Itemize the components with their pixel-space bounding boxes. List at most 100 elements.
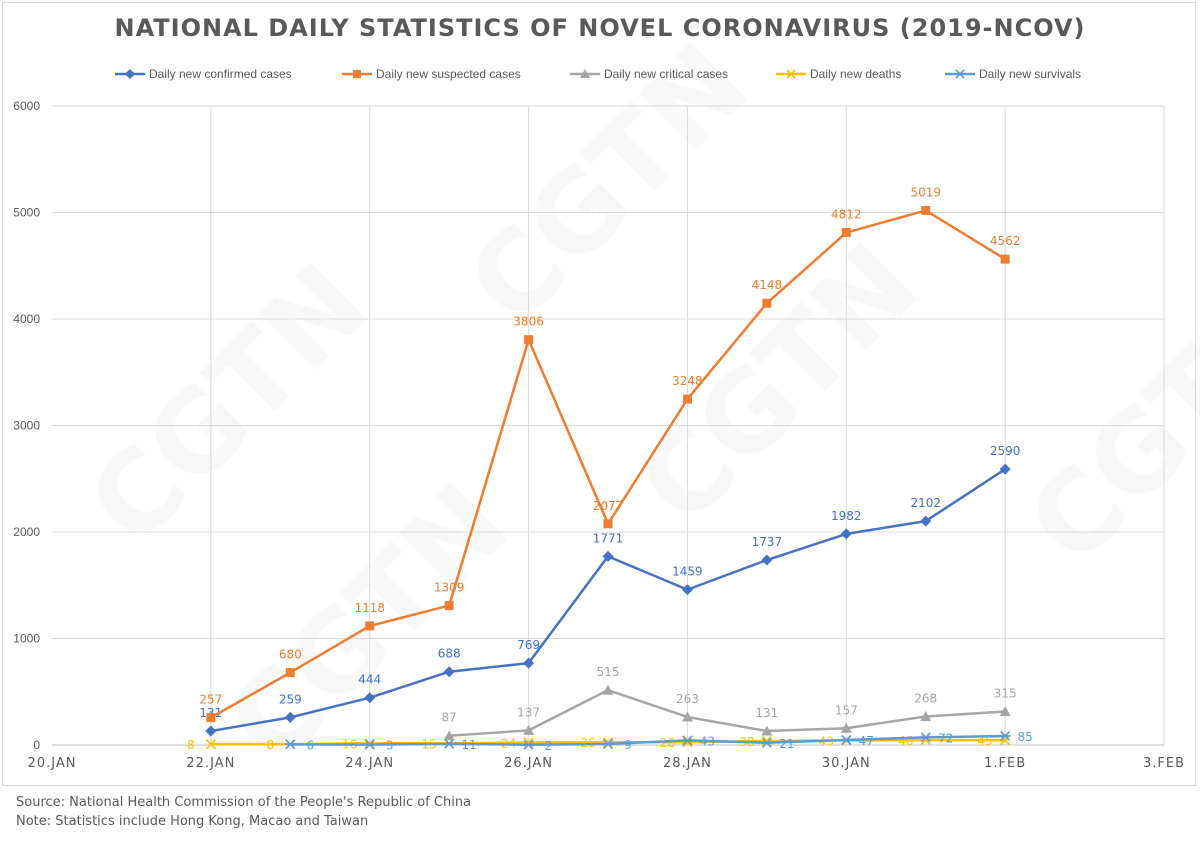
x-tick-label: 22.JAN <box>186 756 235 771</box>
data-label: 1459 <box>672 565 703 579</box>
data-label: 72 <box>938 731 953 745</box>
data-point <box>761 554 773 566</box>
y-tick-label: 0 <box>33 738 40 752</box>
source-note: Source: National Health Commission of th… <box>16 795 472 810</box>
data-label: 157 <box>835 703 858 717</box>
data-label: 4148 <box>752 278 783 292</box>
y-tick-label: 6000 <box>13 99 40 113</box>
chart-frame <box>2 2 1196 786</box>
data-point <box>444 601 454 611</box>
data-label: 2 <box>545 739 553 753</box>
data-point <box>603 519 613 529</box>
data-label: 8 <box>266 738 274 752</box>
legend-label: Daily new suspected cases <box>376 67 521 81</box>
data-point <box>786 69 796 79</box>
data-label: 8 <box>187 738 195 752</box>
data-point <box>840 722 852 733</box>
data-point <box>841 228 851 238</box>
data-label: 257 <box>199 693 222 707</box>
data-point <box>955 69 965 79</box>
data-label: 5019 <box>910 185 941 199</box>
data-label: 26 <box>660 736 675 750</box>
legend-label: Daily new critical cases <box>604 67 728 81</box>
data-point <box>602 550 614 562</box>
data-point <box>761 737 773 748</box>
data-label: 43 <box>700 734 715 748</box>
data-point <box>523 724 535 735</box>
data-point <box>762 298 772 308</box>
data-point <box>920 732 932 743</box>
series-line <box>210 209 1006 719</box>
data-label: 769 <box>517 638 540 652</box>
data-point <box>920 710 932 721</box>
data-point <box>443 738 455 749</box>
data-point <box>602 738 614 750</box>
data-point <box>284 739 296 750</box>
chart-title: NATIONAL DAILY STATISTICS OF NOVEL CORON… <box>114 14 1086 42</box>
data-point <box>205 739 216 750</box>
data-label: 444 <box>358 673 381 687</box>
data-label: 45 <box>978 734 993 748</box>
data-label: 4562 <box>990 234 1021 248</box>
data-point <box>682 394 692 404</box>
data-point <box>524 335 534 345</box>
series-line <box>449 688 1006 737</box>
data-point <box>364 739 376 750</box>
data-point <box>682 737 693 748</box>
data-point <box>353 70 361 78</box>
data-label: 3 <box>386 739 394 753</box>
data-point <box>920 515 932 527</box>
data-point <box>364 692 376 704</box>
data-label: 1771 <box>593 531 624 545</box>
y-tick-label: 1000 <box>13 632 40 646</box>
data-point <box>580 69 590 78</box>
legend-label: Daily new survivals <box>979 67 1081 81</box>
data-point <box>840 528 852 540</box>
x-tick-label: 24.JAN <box>345 756 394 771</box>
data-point <box>921 205 931 215</box>
data-label: 137 <box>517 705 540 719</box>
data-point <box>523 739 535 750</box>
data-label: 11 <box>462 738 477 752</box>
data-point <box>364 738 375 749</box>
y-tick-label: 4000 <box>13 312 40 326</box>
data-point <box>206 713 216 723</box>
data-point <box>999 730 1011 742</box>
data-label: 263 <box>676 692 699 706</box>
data-label: 1309 <box>434 581 465 595</box>
data-label: 131 <box>199 706 222 720</box>
data-point <box>523 657 535 669</box>
data-point <box>681 711 693 722</box>
data-label: 4812 <box>831 208 862 222</box>
data-label: 46 <box>898 734 913 748</box>
series-line <box>290 734 1006 747</box>
data-label: 131 <box>755 706 778 720</box>
legend-label: Daily new deaths <box>810 67 901 81</box>
data-label: 2102 <box>910 496 941 510</box>
data-point <box>681 584 693 596</box>
y-tick-label: 3000 <box>13 419 40 433</box>
data-point <box>761 735 772 747</box>
y-tick-label: 5000 <box>13 206 40 220</box>
data-label: 9 <box>624 738 632 752</box>
data-point <box>125 69 135 79</box>
data-label: 85 <box>1018 730 1033 744</box>
data-label: 47 <box>859 734 874 748</box>
x-tick-label: 20.JAN <box>28 756 77 771</box>
data-point <box>681 735 693 746</box>
data-label: 688 <box>438 647 461 661</box>
data-label: 3806 <box>513 315 544 329</box>
x-tick-label: 30.JAN <box>822 756 871 771</box>
data-point <box>602 684 614 695</box>
data-label: 1737 <box>752 535 783 549</box>
data-label: 680 <box>279 648 302 662</box>
x-tick-label: 28.JAN <box>663 756 712 771</box>
data-label: 1118 <box>354 601 385 615</box>
data-label: 2590 <box>990 444 1021 458</box>
data-point <box>284 711 296 723</box>
x-tick-label: 1.FEB <box>984 756 1026 771</box>
data-label: 21 <box>779 737 794 751</box>
data-label: 3248 <box>672 374 703 388</box>
line-chart: 0 1000 2000 3000 4000 5000 6000 20.JAN 22.JAN 24.… <box>13 67 1184 771</box>
